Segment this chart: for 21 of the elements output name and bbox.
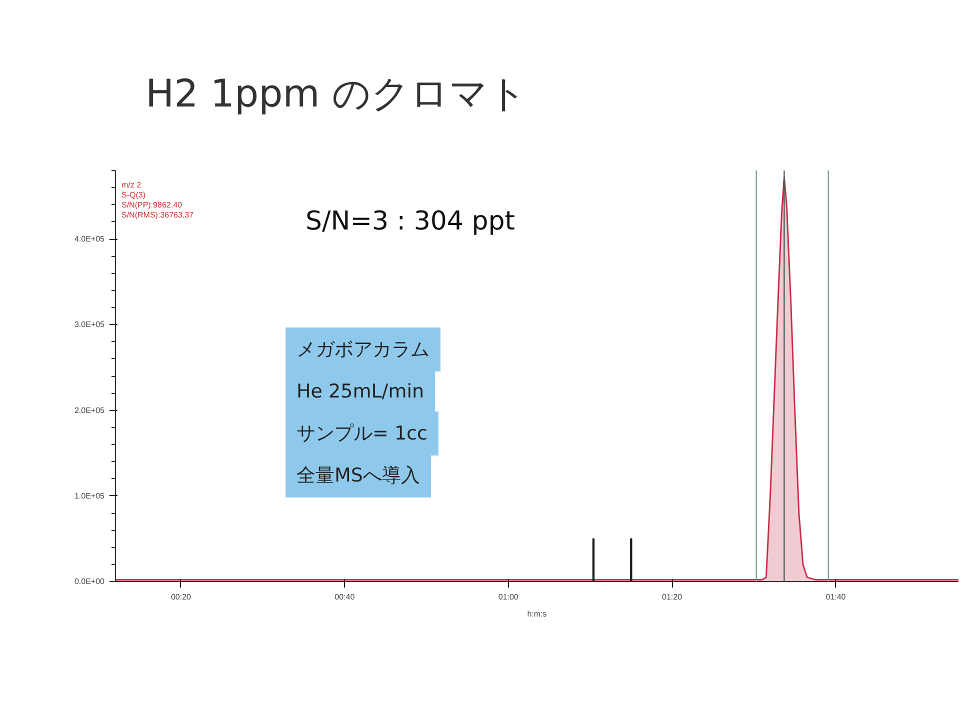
annotation: S/N(RMS):36763.37 xyxy=(122,210,194,220)
annotation: S/N=3 : 304 ppt xyxy=(306,206,515,236)
x-tick-label: 01:00 xyxy=(498,592,519,602)
annotation: 全量MSへ導入 xyxy=(296,464,420,486)
y-tick-label: 3.0E+05 xyxy=(74,320,106,330)
annotation: メガボアカラム xyxy=(296,338,430,360)
annotation: He 25mL/min xyxy=(296,380,424,402)
x-tick-label: 01:20 xyxy=(662,592,683,602)
chart-title: H2 1ppm のクロマト xyxy=(146,72,527,116)
y-tick-label: 0.0E+00 xyxy=(74,577,106,586)
x-axis-title: h:m:s xyxy=(527,610,547,618)
y-tick-label: 2.0E+05 xyxy=(74,406,106,415)
y-tick-label: 4.0E+05 xyxy=(74,234,106,244)
annotation: S/N(PP):9862.40 xyxy=(122,200,183,210)
annotation: m/z 2 xyxy=(122,180,142,190)
annotation: サンプル= 1cc xyxy=(296,422,428,444)
x-tick-label: 00:40 xyxy=(334,592,356,602)
x-tick-label: 00:20 xyxy=(170,592,192,602)
y-tick-label: 1.0E+05 xyxy=(74,491,106,500)
annotation: S-Q(3) xyxy=(122,190,146,200)
x-tick-label: 01:40 xyxy=(826,592,846,602)
